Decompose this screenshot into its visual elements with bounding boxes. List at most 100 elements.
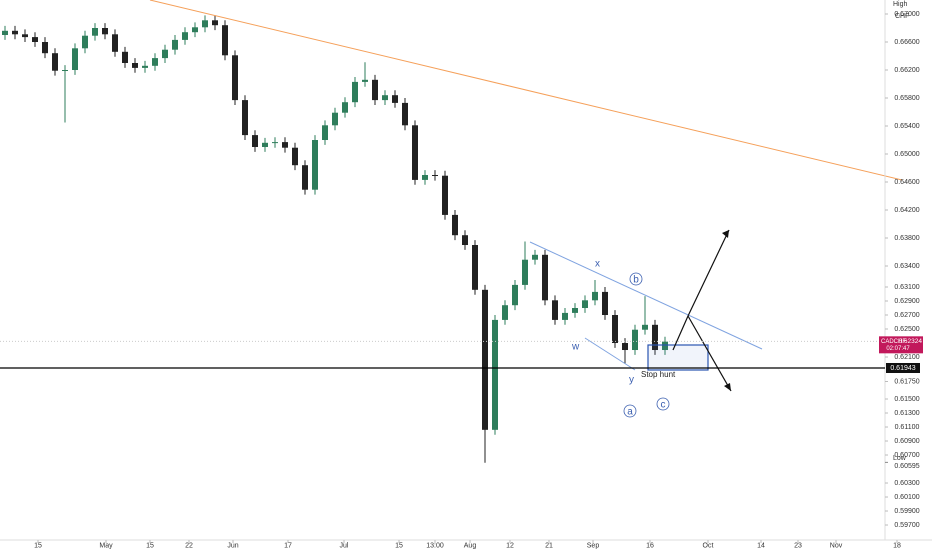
arrow-head [722, 230, 729, 238]
candle-body [532, 254, 538, 260]
candle-body [192, 27, 198, 33]
candle-body [232, 55, 238, 101]
candle-body [382, 95, 388, 101]
channel-line [529, 241, 763, 350]
candle-body [12, 30, 18, 35]
candle-body [642, 324, 648, 330]
candle-body [302, 165, 308, 190]
x-tick-label: 17 [284, 542, 292, 549]
candle-body [112, 34, 118, 52]
y-tick-label: 0.67000 [894, 11, 919, 18]
x-tick-label: 15 [146, 542, 154, 549]
y-tick-label: 0.63400 [894, 263, 919, 270]
wave-label: y [629, 375, 634, 386]
candle-body [2, 30, 8, 36]
wave-label: b [633, 275, 639, 286]
candle-body [222, 25, 228, 56]
candle-body [312, 140, 318, 190]
candle-body [422, 175, 428, 180]
y-tick-label: 0.63800 [894, 235, 919, 242]
wave-circle [629, 272, 643, 286]
candle-body [362, 79, 368, 82]
y-tick-label: 0.65400 [894, 123, 919, 130]
candle-body [252, 135, 258, 148]
candle-body [372, 79, 378, 101]
x-tick-label: 15 [395, 542, 403, 549]
arrow-head [724, 383, 731, 391]
y-tick-label: 0.61500 [894, 396, 919, 403]
candle-body [502, 305, 508, 320]
y-tick-label: 0.59900 [894, 508, 919, 515]
y-tick-label: 0.61750 [894, 378, 919, 385]
x-tick-label: 14 [757, 542, 765, 549]
candle-body [52, 53, 58, 71]
x-tick-label: 18 [893, 542, 901, 549]
candle-body [322, 125, 328, 141]
candle-body [262, 142, 268, 148]
x-tick-label: 21 [545, 542, 553, 549]
candle-body [82, 35, 88, 49]
x-tick-label: Aug [464, 542, 477, 549]
candle-body [452, 214, 458, 236]
candle-body [142, 65, 148, 68]
candle-body [562, 312, 568, 320]
plot [2, 15, 668, 463]
last-price-tag [879, 336, 923, 354]
x-tick-label: May [99, 542, 113, 549]
resistance-trendline [149, 0, 903, 181]
candle-body [92, 28, 98, 36]
y-tick-label: 0.66200 [894, 67, 919, 74]
candle-body [212, 20, 218, 26]
y-tick-label: 0.62700 [894, 312, 919, 319]
candle-body [342, 102, 348, 113]
projection-arrow [687, 315, 732, 392]
candle-body [572, 308, 578, 313]
x-tick-label: Jul [340, 542, 349, 549]
candle-body [202, 20, 208, 28]
y-tick-label: 0.64200 [894, 207, 919, 214]
candle-body [432, 175, 438, 177]
x-tick-label: 23 [794, 542, 802, 549]
y-tick-label: 0.60100 [894, 494, 919, 501]
candle-body [472, 245, 478, 290]
last-price-label: 0.62324 [899, 338, 923, 345]
y-tick-label: 0.65000 [894, 151, 919, 158]
candle-body [72, 48, 78, 71]
candle-body [162, 49, 168, 59]
level-tag [886, 363, 920, 374]
candle-body [152, 58, 158, 66]
candle-body [512, 284, 518, 306]
candle-body [552, 300, 558, 320]
candle-body [172, 39, 178, 50]
candle-body [282, 142, 288, 148]
y-tick-label: 0.64600 [894, 179, 919, 186]
y-tick-label: 0.66600 [894, 39, 919, 46]
x-tick-label: Sep [587, 542, 600, 549]
candle-body [352, 81, 358, 103]
candle-body [122, 51, 128, 64]
candle-body [522, 259, 528, 285]
y-tick-label: 0.62500 [894, 326, 919, 333]
candle-body [442, 175, 448, 215]
annotation: Stop hunt [641, 370, 676, 379]
x-tick-label: 16 [646, 542, 654, 549]
candle-body [182, 32, 188, 40]
candle-body [132, 63, 138, 68]
y-tick-label: 0.62900 [894, 298, 919, 305]
candle-body [42, 42, 48, 54]
y-tick-label: 0.63100 [894, 284, 919, 291]
y-tick-label: 0.60700 [894, 452, 919, 459]
wave-circle [656, 397, 670, 411]
candle-body [612, 315, 618, 344]
candle-body [492, 319, 498, 430]
symbol-label: CADCHF [881, 339, 906, 345]
candle-body [62, 70, 68, 72]
y-tick-label: 0.65800 [894, 95, 919, 102]
candle-body [272, 142, 278, 144]
currency-label: CHF [895, 13, 909, 20]
candle-body [482, 289, 488, 430]
countdown-label: 02:07:47 [886, 346, 910, 352]
candle-body [652, 324, 658, 351]
